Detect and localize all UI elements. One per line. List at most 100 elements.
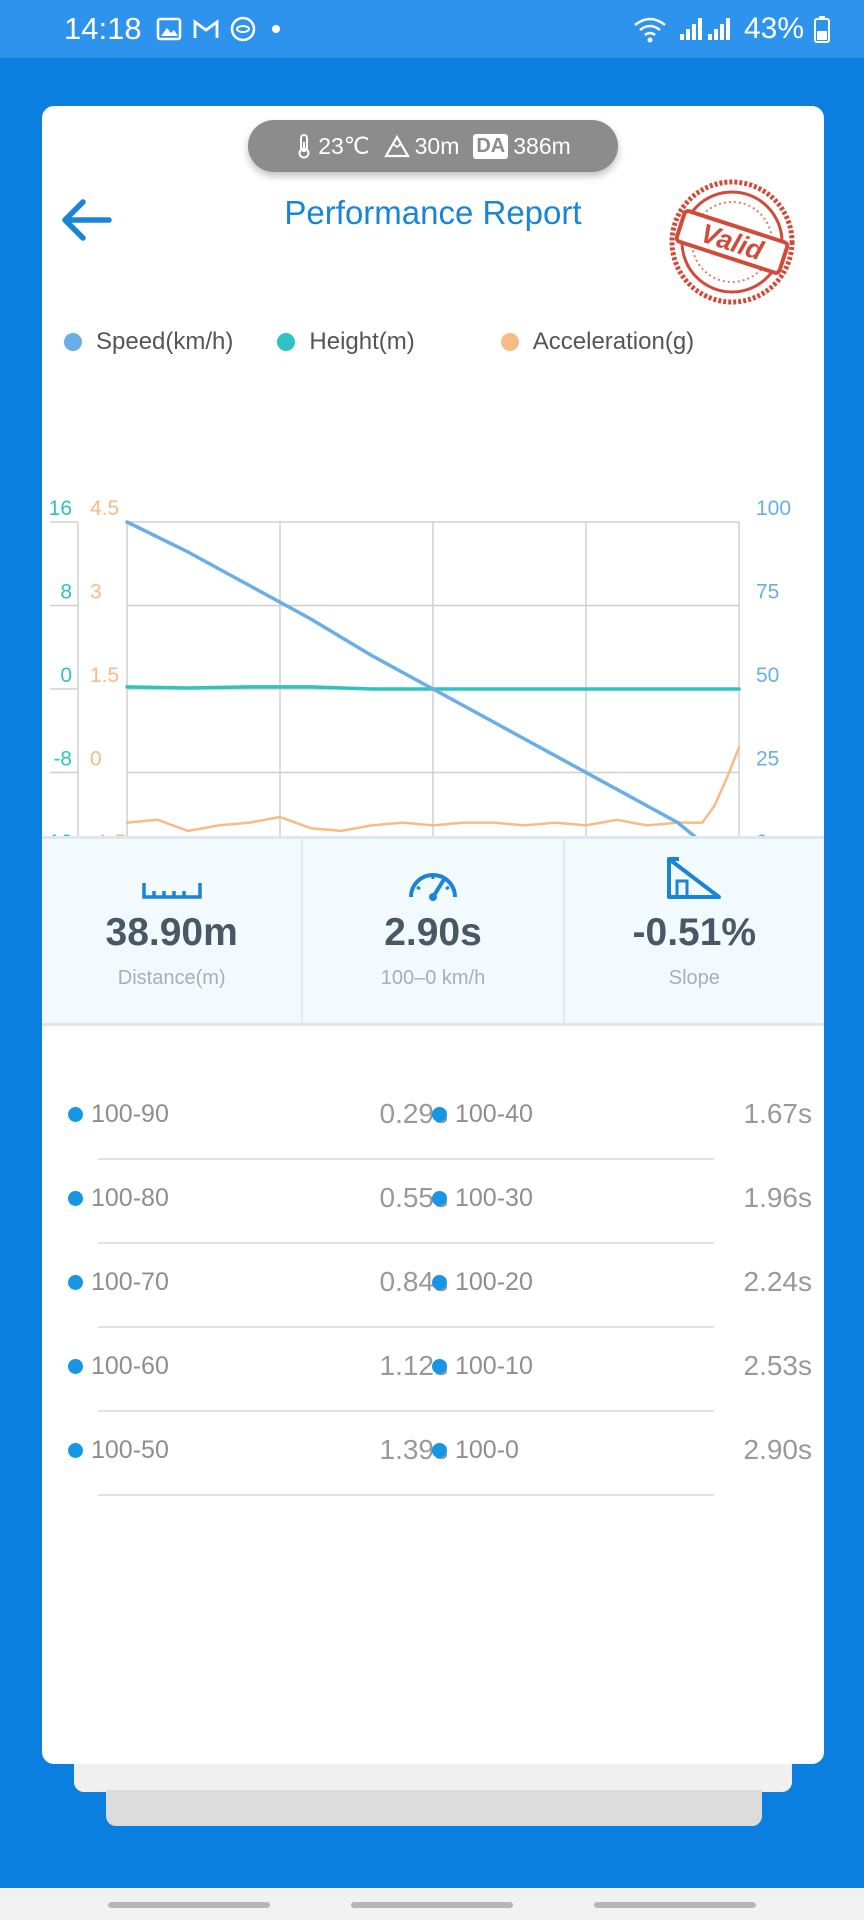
tick-label-speed: 50: [756, 664, 779, 687]
page-title: Performance Report: [284, 194, 582, 231]
split-item: 100-90: [68, 1100, 169, 1129]
speedometer-icon: [407, 861, 459, 901]
split-time: 2.24s: [743, 1266, 813, 1297]
bullet-dot-icon: [68, 1443, 83, 1458]
tick-label-acceleration: 4.5: [90, 497, 119, 520]
bullet-dot-icon: [432, 1191, 447, 1206]
tick-label-acceleration: 3: [90, 581, 102, 604]
nav-recents-handle[interactable]: [108, 1902, 270, 1908]
thermometer-icon: [298, 134, 310, 159]
distance-value: 38.90m: [105, 911, 238, 954]
distance-label: Distance(m): [117, 967, 226, 989]
status-time: 14:18: [64, 11, 142, 46]
chart-legend: Speed(km/h) Height(m) Acceleration(g): [64, 328, 738, 356]
series-line-speed: [125, 520, 741, 857]
split-item: 100-50: [68, 1436, 169, 1465]
bullet-dot-icon: [432, 1359, 447, 1374]
legend-label-acceleration: Acceleration(g): [532, 328, 695, 355]
legend-speed: Speed(km/h): [64, 328, 233, 356]
legend-dot-speed: [64, 333, 82, 351]
split-time: 2.90s: [743, 1434, 813, 1465]
slope-label: Slope: [668, 967, 720, 989]
bullet-dot-icon: [432, 1275, 447, 1290]
bullet-dot-icon: [68, 1275, 83, 1290]
arrow-left-icon: [62, 199, 112, 241]
tick-label-speed: 25: [756, 748, 779, 771]
split-label: 100-90: [91, 1100, 169, 1128]
split-label: 100-80: [91, 1184, 169, 1212]
tick-label-speed: 75: [756, 581, 779, 604]
split-time: 1.39s: [379, 1434, 449, 1465]
mountain-icon: [383, 134, 410, 158]
altitude-item: 30m: [383, 133, 459, 160]
split-item: 100-20: [432, 1268, 533, 1297]
split-time: 0.55s: [379, 1182, 449, 1213]
split-time: 1.96s: [743, 1182, 813, 1213]
tick-label-height: 8: [60, 581, 72, 604]
image-icon: [156, 17, 181, 41]
split-label: 100-40: [455, 1100, 533, 1128]
time-label: 100–0 km/h: [380, 967, 486, 989]
split-row: 100-70 0.84s 100-20 2.24s: [42, 1244, 824, 1328]
dot-icon: [271, 25, 280, 33]
split-item: 100-40: [432, 1100, 533, 1129]
split-item: 100-0: [432, 1436, 519, 1465]
battery-percent: 43%: [743, 12, 804, 45]
stat-slope: -0.51% Slope: [565, 839, 824, 1023]
temperature-value: 23℃: [318, 132, 370, 159]
split-row: 100-80 0.55s 100-30 1.96s: [42, 1160, 824, 1244]
split-time: 0.84s: [379, 1266, 449, 1297]
signal-icon: [679, 18, 730, 40]
report-card: 23℃ 30m DA 386m Performance Report Valid…: [42, 106, 824, 1764]
bullet-dot-icon: [432, 1443, 447, 1458]
split-time: 2.53s: [743, 1350, 813, 1381]
legend-label-height: Height(m): [309, 328, 415, 355]
temperature-item: 23℃: [295, 132, 370, 160]
legend-acceleration: Acceleration(g): [500, 328, 695, 356]
split-label: 100-50: [91, 1436, 169, 1464]
navigation-bar: [0, 1888, 864, 1920]
status-bar: 14:18 43%: [0, 0, 864, 58]
back-button[interactable]: [56, 190, 116, 250]
nav-home-handle[interactable]: [351, 1902, 513, 1908]
stat-distance: 38.90m Distance(m): [42, 839, 304, 1023]
bullet-dot-icon: [68, 1191, 83, 1206]
split-item: 100-70: [68, 1268, 169, 1297]
environment-pill: 23℃ 30m DA 386m: [248, 120, 618, 172]
split-row: 100-50 1.39s 100-0 2.90s: [42, 1412, 824, 1496]
stat-time: 2.90s 100–0 km/h: [303, 839, 565, 1023]
split-row: 100-60 1.12s 100-10 2.53s: [42, 1328, 824, 1412]
split-label: 100-20: [455, 1268, 533, 1296]
split-time: 0.29s: [379, 1098, 449, 1129]
split-item: 100-30: [432, 1184, 533, 1213]
legend-label-speed: Speed(km/h): [96, 328, 234, 355]
bullet-dot-icon: [68, 1359, 83, 1374]
slope-icon: [665, 857, 723, 901]
wifi-icon: [634, 17, 666, 43]
density-altitude-value: 386m: [513, 132, 571, 159]
split-label: 100-30: [455, 1184, 533, 1212]
split-times: 100-90 0.29s 100-40 1.67s 100-80 0.55s 1…: [42, 1076, 824, 1496]
split-item: 100-80: [68, 1184, 169, 1213]
da-badge: DA: [473, 133, 509, 159]
status-right: 43%: [632, 12, 830, 46]
gmail-icon: [193, 19, 218, 38]
split-time: 1.67s: [743, 1098, 813, 1129]
split-row: 100-90 0.29s 100-40 1.67s: [42, 1076, 824, 1160]
tick-label-height: -8: [53, 748, 72, 771]
time-value: 2.90s: [384, 911, 482, 954]
valid-stamp-icon: Valid: [669, 179, 795, 305]
split-label: 100-10: [455, 1352, 533, 1380]
card-stack-shadow: [106, 1790, 762, 1826]
ruler-icon: [141, 861, 202, 901]
tick-label-height: 0: [60, 664, 72, 687]
bullet-dot-icon: [432, 1107, 447, 1122]
bullet-dot-icon: [68, 1107, 83, 1122]
tick-label-acceleration: 1.5: [90, 664, 119, 687]
tick-label-height: 16: [49, 497, 72, 520]
nav-back-handle[interactable]: [594, 1902, 756, 1908]
split-label: 100-60: [91, 1352, 169, 1380]
slope-value: -0.51%: [632, 911, 757, 954]
legend-dot-acceleration: [500, 333, 519, 351]
